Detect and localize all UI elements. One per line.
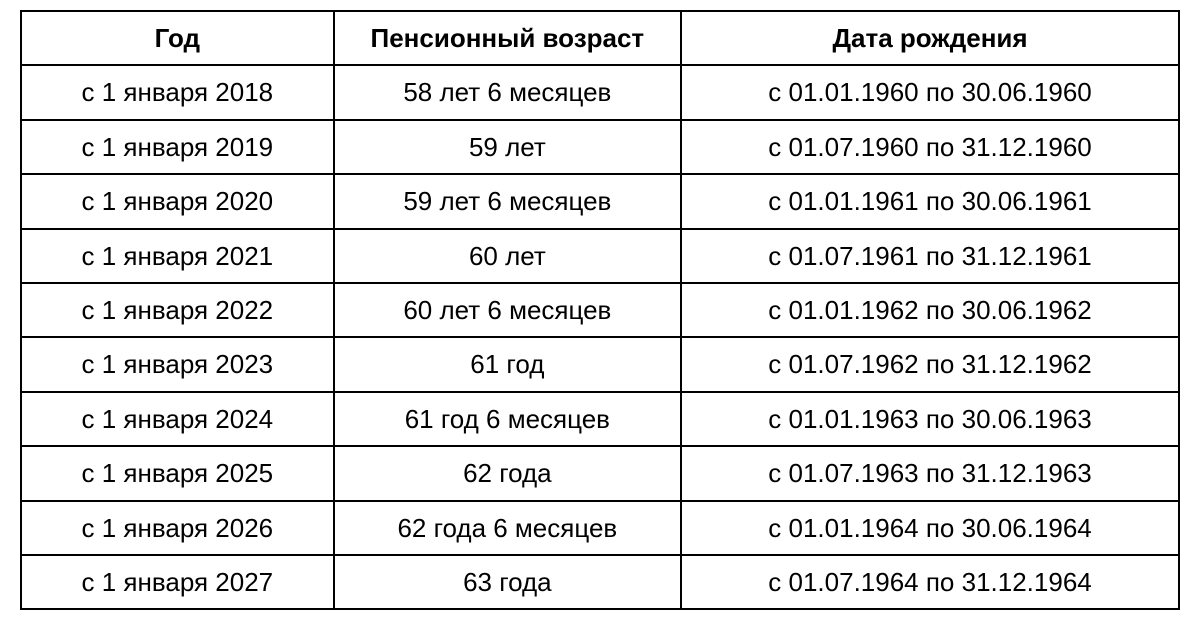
cell-age: 62 года — [334, 446, 681, 500]
cell-birthdate: с 01.07.1960 по 31.12.1960 — [681, 120, 1179, 174]
table-row: с 1 января 2020 59 лет 6 месяцев с 01.01… — [21, 174, 1179, 228]
cell-year: с 1 января 2026 — [21, 501, 334, 555]
column-header-age: Пенсионный возраст — [334, 11, 681, 65]
cell-year: с 1 января 2027 — [21, 555, 334, 609]
table-row: с 1 января 2026 62 года 6 месяцев с 01.0… — [21, 501, 1179, 555]
cell-birthdate: с 01.01.1963 по 30.06.1963 — [681, 392, 1179, 446]
table-row: с 1 января 2018 58 лет 6 месяцев с 01.01… — [21, 65, 1179, 119]
cell-birthdate: с 01.01.1961 по 30.06.1961 — [681, 174, 1179, 228]
cell-age: 61 год — [334, 337, 681, 391]
cell-age: 60 лет — [334, 229, 681, 283]
table-row: с 1 января 2027 63 года с 01.07.1964 по … — [21, 555, 1179, 609]
table-row: с 1 января 2019 59 лет с 01.07.1960 по 3… — [21, 120, 1179, 174]
cell-birthdate: с 01.01.1964 по 30.06.1964 — [681, 501, 1179, 555]
table-header-row: Год Пенсионный возраст Дата рождения — [21, 11, 1179, 65]
cell-age: 58 лет 6 месяцев — [334, 65, 681, 119]
cell-birthdate: с 01.07.1962 по 31.12.1962 — [681, 337, 1179, 391]
pension-table: Год Пенсионный возраст Дата рождения с 1… — [20, 10, 1180, 610]
cell-birthdate: с 01.07.1963 по 31.12.1963 — [681, 446, 1179, 500]
column-header-year: Год — [21, 11, 334, 65]
cell-birthdate: с 01.07.1964 по 31.12.1964 — [681, 555, 1179, 609]
cell-year: с 1 января 2018 — [21, 65, 334, 119]
cell-age: 60 лет 6 месяцев — [334, 283, 681, 337]
cell-age: 61 год 6 месяцев — [334, 392, 681, 446]
column-header-birthdate: Дата рождения — [681, 11, 1179, 65]
cell-year: с 1 января 2019 — [21, 120, 334, 174]
table-row: с 1 января 2024 61 год 6 месяцев с 01.01… — [21, 392, 1179, 446]
cell-birthdate: с 01.07.1961 по 31.12.1961 — [681, 229, 1179, 283]
table-row: с 1 января 2023 61 год с 01.07.1962 по 3… — [21, 337, 1179, 391]
table-row: с 1 января 2022 60 лет 6 месяцев с 01.01… — [21, 283, 1179, 337]
table-row: с 1 января 2021 60 лет с 01.07.1961 по 3… — [21, 229, 1179, 283]
cell-age: 59 лет — [334, 120, 681, 174]
cell-year: с 1 января 2021 — [21, 229, 334, 283]
cell-year: с 1 января 2020 — [21, 174, 334, 228]
cell-birthdate: с 01.01.1960 по 30.06.1960 — [681, 65, 1179, 119]
cell-year: с 1 января 2023 — [21, 337, 334, 391]
table-row: с 1 января 2025 62 года с 01.07.1963 по … — [21, 446, 1179, 500]
cell-birthdate: с 01.01.1962 по 30.06.1962 — [681, 283, 1179, 337]
cell-age: 59 лет 6 месяцев — [334, 174, 681, 228]
cell-age: 62 года 6 месяцев — [334, 501, 681, 555]
cell-year: с 1 января 2024 — [21, 392, 334, 446]
cell-age: 63 года — [334, 555, 681, 609]
cell-year: с 1 января 2025 — [21, 446, 334, 500]
cell-year: с 1 января 2022 — [21, 283, 334, 337]
